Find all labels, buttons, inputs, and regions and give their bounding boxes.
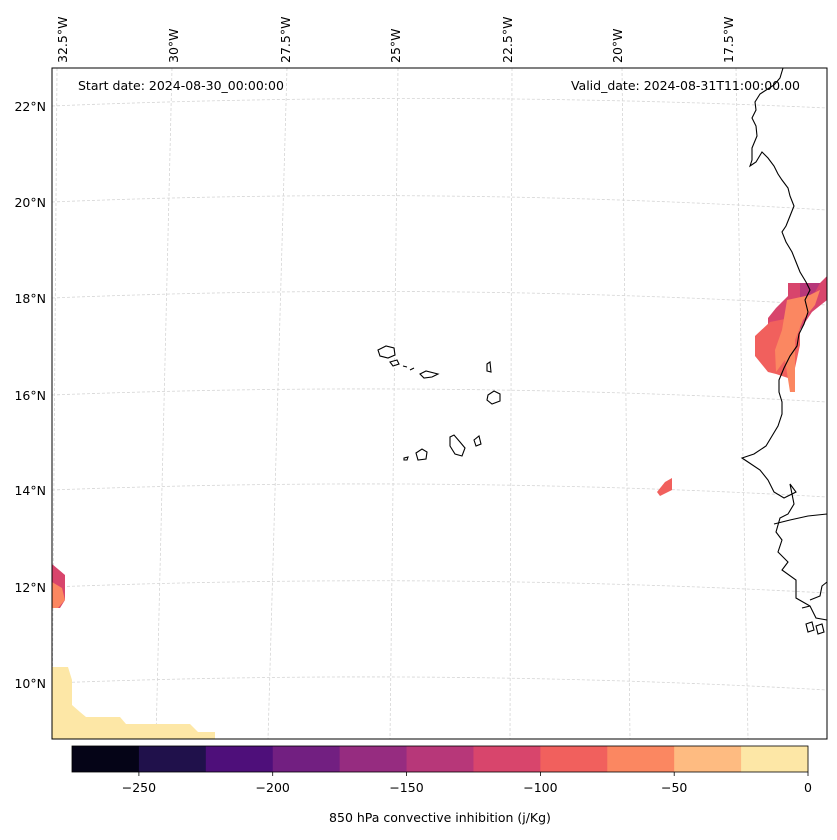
cin-area-small-patch [657,478,672,496]
colorbar-bin-6 [473,746,541,772]
cin-area-southwest-pale [52,667,215,739]
colorbar-bin-2 [205,746,274,772]
gridline-lon-20 [621,67,631,740]
colorbar-tick-neg150: −150 [389,780,423,795]
gridline-lon-22-5 [509,67,513,740]
lat-label-20: 20°N [14,195,46,210]
colorbar-tick-neg100: −100 [523,780,557,795]
cin-area-west-coast-light [775,290,820,392]
island-sal [486,361,492,373]
colorbar-bin-7 [540,746,608,772]
colorbar-bin-0 [72,746,140,772]
gridlines [51,67,828,740]
coastline-africa [740,67,828,635]
island-santa-luzia [402,365,408,368]
latitude-labels: 22°N 20°N 18°N 16°N 14°N 12°N 10°N [14,99,46,691]
colorbar-bin-10 [741,746,809,772]
island-maio [473,435,482,447]
colorbar-tick-0: 0 [804,780,812,795]
island-sao-nicolau [409,367,440,379]
lon-label-22-5: 22.5°W [500,17,515,63]
island-boa-vista [486,390,501,405]
coastline-guinea [809,581,828,601]
colorbar-tick-marks [138,772,809,776]
island-brava [403,456,409,461]
map-background [52,68,827,739]
gridline-lon-30 [155,67,173,740]
colorbar-bin-9 [674,746,742,772]
lat-label-18: 18°N [14,291,46,306]
gridline-lat-22 [51,98,828,109]
colorbar-bin-4 [339,746,408,772]
gridline-lat-16 [51,388,828,403]
gridline-lon-27-5 [267,67,288,740]
colorbar-label: 850 hPa convective inhibition (j/Kg) [329,810,551,825]
coastlines-cape-verde [377,345,501,461]
colorbar-border [71,745,809,773]
lon-label-17-5: 17.5°W [721,17,736,63]
cin-area-west-coast-mid [800,283,820,300]
lat-label-16: 16°N [14,388,46,403]
lon-label-25: 25°W [388,28,403,63]
gridline-lat-12 [51,580,828,594]
gridline-lat-14 [51,483,828,498]
lon-label-20: 20°W [610,28,625,63]
colorbar-bin-1 [138,746,207,772]
lat-label-12: 12°N [14,580,46,595]
lon-label-30: 30°W [166,28,181,63]
gridline-lon-17-5 [735,67,749,740]
start-date-label: Start date: 2024-08-30_00:00:00 [78,78,284,93]
lon-label-27-5: 27.5°W [278,17,293,63]
coastline-mainland [740,67,828,621]
gridline-lat-18 [51,291,828,306]
island-sao-vicente [389,359,400,367]
colorbar [72,746,809,772]
colorbar-tick-neg200: −200 [256,780,290,795]
coastline-bissagos [801,605,825,635]
island-santo-antao [377,345,396,359]
colorbar-tick-neg250: −250 [122,780,156,795]
island-fogo [415,448,428,461]
colorbar-tick-neg50: −50 [661,780,687,795]
lon-label-32-5: 32.5°W [55,17,70,63]
gridline-lat-10 [51,676,828,691]
cin-area-left-edge-light [52,582,65,608]
colorbar-bin-8 [607,746,675,772]
gridline-lon-32-5 [51,67,58,740]
longitude-labels: 32.5°W 30°W 27.5°W 25°W 22.5°W 20°W 17.5… [55,17,736,63]
gridline-lat-20 [51,195,828,211]
island-santiago [449,434,466,457]
lat-label-10: 10°N [14,676,46,691]
map-border [51,67,828,740]
colorbar-bin-3 [272,746,341,772]
lat-label-14: 14°N [14,483,46,498]
coastline-gambia [773,513,828,525]
valid-date-label: Valid_date: 2024-08-31T11:00:00.00 [571,78,800,93]
gridline-lon-25 [389,67,399,740]
colorbar-tick-labels: −250 −200 −150 −100 −50 0 [122,780,812,795]
lat-label-22: 22°N [14,99,46,114]
colorbar-bin-5 [406,746,474,772]
cin-contours [52,276,827,739]
